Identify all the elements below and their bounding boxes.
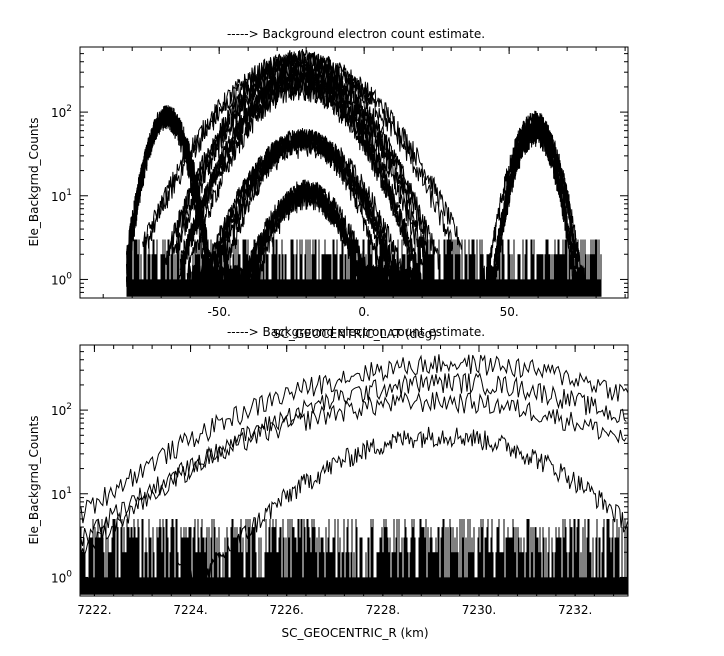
x-tick-label: 0. (358, 305, 369, 319)
series-line (80, 354, 629, 524)
plot-frame (79, 344, 629, 597)
series-line (167, 56, 428, 262)
x-tick-label: -50. (207, 305, 230, 319)
x-tick-label: 7226. (270, 603, 304, 617)
chart-title: -----> Background electron count estimat… (227, 27, 485, 41)
data-marks (79, 354, 629, 595)
series-line (80, 372, 627, 558)
panel-top-lat: -----> Background electron count estimat… (27, 27, 629, 341)
y-tick-label: 101 (51, 486, 72, 502)
x-tick-label: 7222. (77, 603, 111, 617)
x-axis-label: SC_GEOCENTRIC_R (km) (282, 626, 429, 640)
y-tick-label: 102 (51, 402, 72, 418)
x-tick-label: 7230. (462, 603, 496, 617)
series-line (126, 109, 215, 293)
chart-title: -----> Background electron count estimat… (227, 325, 485, 339)
data-marks (126, 48, 602, 297)
x-tick-label: 50. (500, 305, 519, 319)
y-axis-label: Ele_Backgrnd_Counts (27, 416, 41, 545)
x-tick-label: 7232. (558, 603, 592, 617)
series-line (171, 426, 628, 591)
series-line (228, 188, 387, 293)
series-line (186, 129, 422, 293)
panel-bottom-r: -----> Background electron count estimat… (27, 325, 629, 640)
y-tick-label: 101 (51, 188, 72, 204)
x-axis-label: SC_GEOCENTRIC_LAT (deg) (273, 327, 437, 341)
series-line (142, 51, 454, 252)
series-line (80, 391, 627, 547)
y-tick-label: 102 (51, 104, 72, 120)
x-tick-label: 7224. (173, 603, 207, 617)
axes: 7222. 7224. 7226. 7228. 7230. 7232. 100 101 102 (51, 344, 628, 617)
x-tick-label: 7228. (366, 603, 400, 617)
series-line (183, 68, 418, 275)
axes: -50. 0. 50. 100 101 102 (51, 46, 628, 319)
series-line (175, 48, 429, 253)
noise-floor (79, 519, 629, 595)
series-line (209, 130, 397, 292)
series-line (490, 120, 579, 292)
y-tick-label: 100 (51, 569, 72, 585)
series-line (179, 71, 418, 276)
plot-frame (79, 46, 629, 299)
y-axis-label: Ele_Backgrnd_Counts (27, 118, 41, 247)
series-line (193, 129, 409, 292)
y-tick-label: 100 (51, 271, 72, 287)
